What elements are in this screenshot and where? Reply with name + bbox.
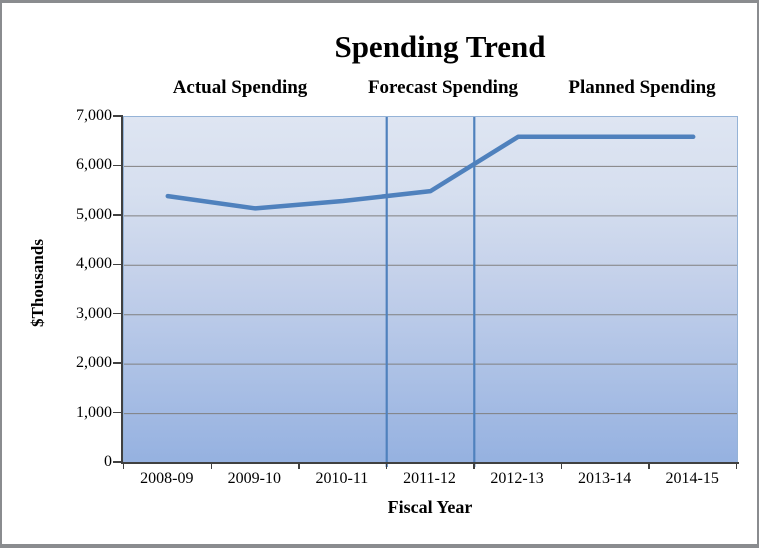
x-tick-label: 2011-12 xyxy=(403,470,456,487)
x-tick-mark xyxy=(123,464,125,469)
y-tick-label: 7,000 xyxy=(76,107,112,124)
x-tick-label: 2012-13 xyxy=(490,470,544,487)
section-label-planned-spending: Planned Spending xyxy=(568,77,716,98)
x-tick-mark xyxy=(560,464,563,469)
x-tick-mark xyxy=(473,464,475,469)
x-tick-mark xyxy=(210,464,212,469)
x-tick-mark xyxy=(298,464,300,469)
y-tick-label: 4,000 xyxy=(76,255,112,273)
y-tick-mark xyxy=(113,411,121,414)
y-tick-mark xyxy=(113,362,121,364)
y-tick-label: 0 xyxy=(104,453,112,470)
y-tick-mark xyxy=(113,313,121,315)
section-label-forecast-spending: Forecast Spending xyxy=(367,77,519,98)
x-tick-label: 2013-14 xyxy=(577,470,632,487)
y-tick-mark xyxy=(113,164,121,167)
y-axis-line xyxy=(121,115,123,463)
plot-area xyxy=(123,116,738,467)
x-tick-label: 2008-09 xyxy=(140,470,194,487)
chart-title: Spending Trend xyxy=(334,29,546,64)
x-tick-label: 2009-10 xyxy=(227,470,282,487)
y-tick-label: 5,000 xyxy=(76,205,112,223)
x-axis-title: Fiscal Year xyxy=(387,497,473,517)
x-axis-line xyxy=(121,462,739,464)
y-tick-label: 3,000 xyxy=(76,304,112,322)
x-tick-label: 2010-11 xyxy=(315,470,369,487)
y-tick-label: 1,000 xyxy=(76,403,112,421)
spending-line-chart xyxy=(124,117,737,467)
x-tick-mark xyxy=(736,464,738,469)
spending-series-line xyxy=(165,134,696,211)
section-label-actual-spending: Actual Spending xyxy=(172,77,308,98)
y-tick-mark xyxy=(113,115,121,117)
x-tick-label: 2014-15 xyxy=(665,470,719,487)
y-tick-label: 6,000 xyxy=(76,156,112,174)
y-tick-mark xyxy=(113,461,121,463)
y-tick-mark xyxy=(113,263,121,265)
x-tick-mark xyxy=(385,464,388,469)
y-tick-label: 2,000 xyxy=(76,354,112,372)
y-tick-mark xyxy=(113,214,121,216)
x-tick-mark xyxy=(648,464,650,469)
